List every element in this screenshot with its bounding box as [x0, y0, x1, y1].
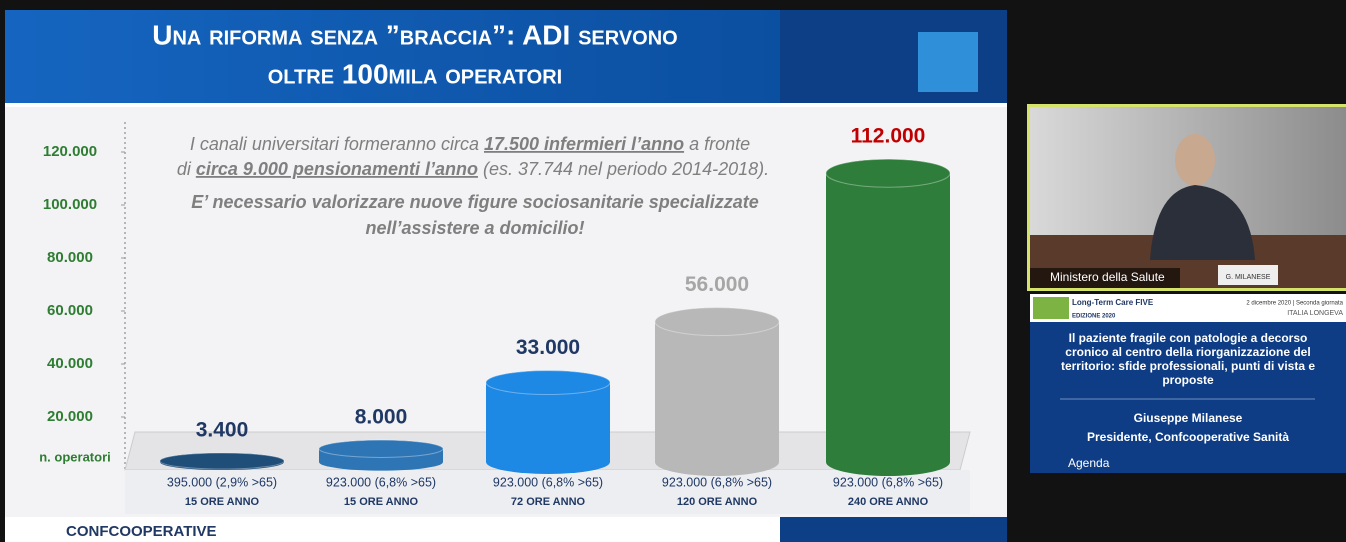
value-label: 56.000: [685, 273, 749, 296]
video-label: Ministero della Salute: [1050, 270, 1165, 284]
banner-logo: [1033, 297, 1069, 319]
note: di circa 9.000 pensionamenti l’anno (es.…: [177, 159, 769, 179]
title-rule: [5, 103, 1007, 107]
bar: [826, 159, 950, 476]
banner-event: Long-Term Care FIVE: [1072, 298, 1154, 307]
footer-right: [780, 517, 1007, 542]
y-tick-label: 80.000: [47, 249, 93, 266]
speaker-role: Presidente, Confcooperative Sanità: [1087, 430, 1289, 444]
value-label: 112.000: [851, 125, 926, 148]
chart: 20.000 40.000 60.000 80.000 100.000 120.000 3.…: [43, 125, 951, 508]
title-band: [5, 10, 780, 105]
note: I canali universitari formeranno circa 1…: [190, 134, 750, 154]
x-tick-sublabel: 240 ORE ANNO: [848, 496, 929, 508]
bar-top: [654, 307, 780, 337]
name-plate: [1218, 265, 1278, 285]
note-part: (es. 37.744 nel periodo 2014-2018).: [478, 159, 769, 179]
x-tick-label: 923.000 (6,8% >65): [326, 475, 436, 489]
y-tick-label: 20.000: [47, 408, 93, 425]
speaker-name: Giuseppe Milanese: [1134, 411, 1243, 425]
bar-top: [825, 158, 951, 188]
bar-top: [485, 370, 611, 396]
x-tick-sublabel: 15 ORE ANNO: [185, 496, 260, 508]
banner-date: 2 dicembre 2020 | Seconda giornata: [1246, 301, 1343, 307]
footer: [5, 517, 780, 542]
x-tick-sublabel: 72 ORE ANNO: [511, 496, 586, 508]
x-tick-label: 395.000 (2,9% >65): [167, 475, 277, 489]
y-tick-label: 40.000: [47, 355, 93, 372]
value-label: 8.000: [355, 406, 408, 429]
logo: [918, 32, 978, 92]
topic-line: Il paziente fragile con patologie a deco…: [1069, 331, 1308, 345]
note-2: nell’assistere a domicilio!: [365, 218, 584, 238]
banner: [1030, 294, 1346, 322]
value-label: 33.000: [516, 336, 580, 359]
name-plate-text: G. MILANESE: [1226, 274, 1271, 281]
bar-top: [318, 439, 444, 458]
note-emphasis: circa 9.000 pensionamenti l’anno: [196, 159, 478, 179]
bar: [486, 370, 610, 474]
banner-org: ITALIA LONGEVA: [1287, 310, 1343, 317]
video-label-bg: [1030, 268, 1180, 288]
label-strip: [125, 470, 970, 514]
bar-top: [159, 452, 285, 470]
y-tick-label: 120.000: [43, 143, 97, 160]
note-part: I canali universitari formeranno circa: [190, 134, 484, 154]
topic-line: proposte: [1162, 373, 1214, 387]
y-axis-label: n. operatori: [39, 449, 111, 464]
note-2: E’ necessario valorizzare nuove figure s…: [191, 192, 759, 212]
x-tick-label: 923.000 (6,8% >65): [493, 475, 603, 489]
y-tick-label: 100.000: [43, 196, 97, 213]
topic-line: cronico al centro della riorganizzazione…: [1065, 345, 1310, 359]
x-tick-label: 923.000 (6,8% >65): [662, 475, 772, 489]
title-line: oltre 100mila operatori: [268, 58, 563, 89]
x-tick-sublabel: 15 ORE ANNO: [344, 496, 419, 508]
x-tick-label: 923.000 (6,8% >65): [833, 475, 943, 489]
speaker-body: [1150, 185, 1255, 260]
speaker-head: [1175, 134, 1215, 186]
footer-text: CONFCOOPERATIVE: [66, 523, 217, 540]
note-emphasis: 17.500 infermieri l’anno: [484, 134, 684, 154]
y-tick-label: 60.000: [47, 302, 93, 319]
value-label: 3.400: [196, 418, 249, 441]
topic-line: territorio: sfide professionali, punti d…: [1061, 359, 1315, 373]
note-part: a fronte: [684, 134, 750, 154]
bar: [655, 307, 779, 476]
topic-panel: [1030, 322, 1346, 473]
x-tick-sublabel: 120 ORE ANNO: [677, 496, 758, 508]
banner-edition: EDIZIONE 2020: [1072, 314, 1116, 320]
note-part: di: [177, 159, 196, 179]
agenda-button[interactable]: Agenda: [1068, 456, 1110, 470]
title-line: Una riforma senza ”braccia”: ADI servono: [152, 19, 678, 50]
